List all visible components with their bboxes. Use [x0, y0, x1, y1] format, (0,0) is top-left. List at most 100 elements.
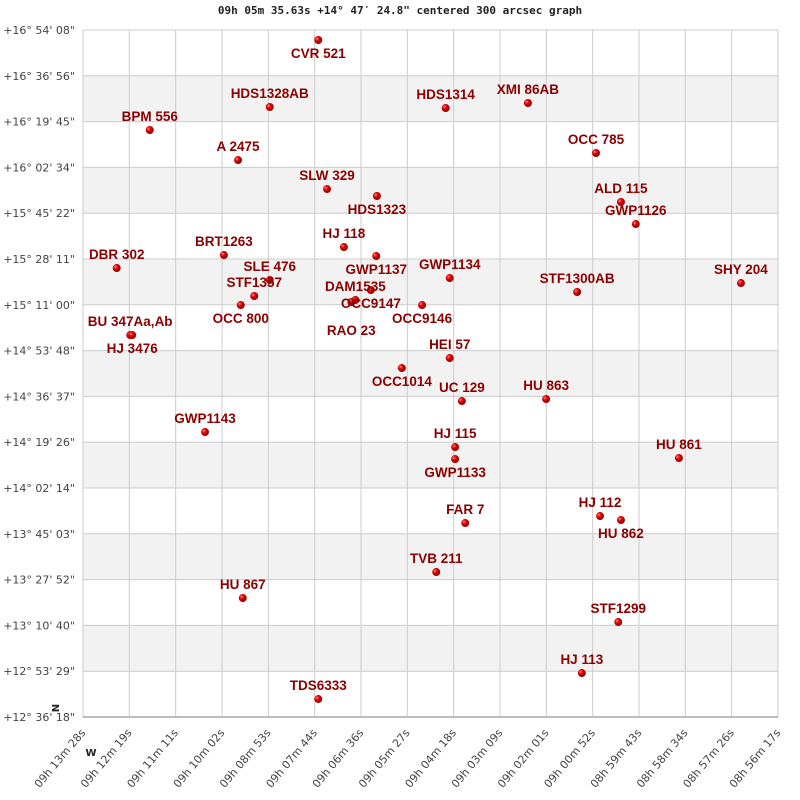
star-point[interactable] [616, 197, 625, 206]
star-point[interactable] [236, 301, 245, 310]
y-tick-label: +12° 53' 29" [3, 665, 75, 678]
y-tick-label: +16° 54' 08" [3, 24, 75, 37]
star-point[interactable] [347, 298, 356, 307]
star-point[interactable] [234, 156, 243, 165]
star-point[interactable] [577, 669, 586, 678]
compass-north: N [51, 704, 62, 712]
y-tick-label: +13° 10' 40" [3, 619, 75, 632]
grid-band [83, 259, 778, 305]
star-label: XMI 86AB [497, 82, 560, 97]
star-point[interactable] [397, 364, 406, 373]
y-tick-label: +16° 02' 34" [3, 161, 75, 174]
star-point[interactable] [542, 395, 551, 404]
star-point[interactable] [523, 99, 532, 108]
star-label: DBR 302 [89, 247, 145, 262]
star-label: RAO 23 [327, 323, 376, 338]
star-point[interactable] [596, 512, 605, 521]
star-point[interactable] [432, 568, 441, 577]
star-point[interactable] [112, 264, 121, 273]
grid-band [83, 625, 778, 672]
star-label: HU 862 [598, 526, 644, 541]
star-point[interactable] [418, 301, 427, 310]
grid-band [83, 442, 778, 488]
star-point[interactable] [451, 455, 460, 464]
star-point[interactable] [219, 251, 228, 260]
star-label: ALD 115 [594, 181, 648, 196]
star-label: HDS1314 [416, 87, 475, 102]
star-point[interactable] [616, 516, 625, 525]
star-label: HEI 57 [429, 337, 470, 352]
star-label: STF1300AB [540, 271, 615, 286]
star-point[interactable] [451, 443, 460, 452]
star-point[interactable] [614, 618, 623, 627]
star-label: FAR 7 [446, 502, 484, 517]
star-label: UC 129 [439, 380, 485, 395]
y-tick-label: +14° 19' 26" [3, 436, 75, 449]
star-point[interactable] [372, 191, 381, 200]
star-label: HJ 118 [322, 226, 365, 241]
y-tick-label: +14° 36' 37" [3, 390, 75, 403]
star-label: OCC9147 [341, 296, 401, 311]
star-label: HJ 113 [560, 652, 603, 667]
star-label: CVR 521 [291, 46, 346, 61]
star-label: OCC1014 [372, 374, 433, 389]
star-label: HU 867 [220, 577, 266, 592]
star-label: OCC 800 [213, 311, 269, 326]
y-tick-label: +15° 11' 00" [3, 299, 75, 312]
star-point[interactable] [265, 276, 274, 285]
star-point[interactable] [366, 286, 375, 295]
star-label: STF1299 [590, 601, 646, 616]
star-point[interactable] [631, 220, 640, 229]
star-label: OCC9146 [392, 311, 453, 326]
star-point[interactable] [441, 104, 450, 113]
star-point[interactable] [323, 185, 332, 194]
grid-band [83, 167, 778, 214]
star-label: HDS1328AB [231, 86, 309, 101]
star-point[interactable] [591, 149, 600, 158]
star-label: SLW 329 [299, 168, 355, 183]
star-point[interactable] [736, 279, 745, 288]
star-point[interactable] [445, 274, 454, 283]
star-point[interactable] [573, 288, 582, 297]
star-point[interactable] [265, 103, 274, 112]
y-tick-label: +15° 45' 22" [3, 207, 75, 220]
star-point[interactable] [314, 35, 323, 44]
chart-title: 09h 05m 35.63s +14° 47′ 24.8" centered 3… [217, 4, 583, 17]
star-point[interactable] [372, 252, 381, 261]
star-point[interactable] [314, 695, 323, 704]
y-tick-label: +13° 45' 03" [3, 528, 75, 541]
star-label: TDS6333 [290, 678, 348, 693]
star-label: HU 863 [523, 378, 569, 393]
star-point[interactable] [250, 292, 259, 301]
y-tick-label: +12° 36' 18" [3, 711, 75, 724]
star-label: A 2475 [217, 139, 261, 154]
y-tick-label: +14° 53' 48" [3, 345, 75, 358]
star-point[interactable] [238, 594, 247, 603]
star-point[interactable] [145, 126, 154, 135]
star-label: STF1357 [226, 275, 282, 290]
y-tick-label: +13° 27' 52" [3, 574, 75, 587]
star-label: TVB 211 [410, 551, 463, 566]
star-point[interactable] [461, 519, 470, 528]
grid-band [83, 350, 778, 397]
star-point[interactable] [339, 243, 348, 252]
star-label: DAM1535 [325, 279, 386, 294]
star-point[interactable] [128, 331, 137, 340]
compass-west: W [85, 748, 96, 759]
star-label: BPM 556 [122, 109, 179, 124]
star-label: GWP1134 [419, 257, 481, 272]
star-label: GWP1143 [174, 411, 236, 426]
star-label: HJ 115 [434, 426, 477, 441]
star-point[interactable] [445, 354, 454, 363]
grid-band [83, 75, 778, 122]
star-point[interactable] [201, 428, 210, 437]
y-tick-label: +16° 19' 45" [3, 116, 75, 129]
y-tick-label: +15° 28' 11" [3, 253, 75, 266]
star-label: SLE 476 [243, 259, 296, 274]
star-point[interactable] [674, 454, 683, 463]
star-label: HJ 3476 [107, 341, 159, 356]
star-label: GWP1137 [345, 262, 407, 277]
star-point[interactable] [457, 397, 466, 406]
star-label: HDS1323 [348, 202, 407, 217]
